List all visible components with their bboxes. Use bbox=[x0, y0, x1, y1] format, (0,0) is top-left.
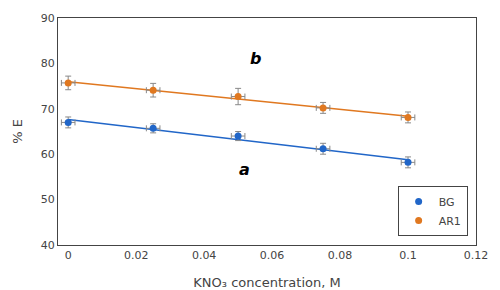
svg-text:b: b bbox=[250, 49, 261, 68]
svg-text:BG: BG bbox=[439, 196, 455, 209]
svg-text:0: 0 bbox=[65, 249, 72, 262]
svg-text:0.06: 0.06 bbox=[260, 249, 285, 262]
svg-text:70: 70 bbox=[41, 103, 55, 116]
svg-text:90: 90 bbox=[41, 12, 55, 25]
svg-text:0.02: 0.02 bbox=[124, 249, 149, 262]
svg-text:% E: % E bbox=[10, 119, 25, 144]
svg-text:0.1: 0.1 bbox=[399, 249, 417, 262]
svg-text:60: 60 bbox=[41, 148, 55, 161]
svg-text:AR1: AR1 bbox=[439, 215, 461, 228]
svg-text:80: 80 bbox=[41, 57, 55, 70]
svg-text:40: 40 bbox=[41, 239, 55, 252]
svg-text:KNO₃ concentration, M: KNO₃ concentration, M bbox=[193, 275, 340, 290]
svg-text:a: a bbox=[239, 160, 250, 179]
svg-text:50: 50 bbox=[41, 193, 55, 206]
svg-text:0.12: 0.12 bbox=[464, 249, 489, 262]
svg-text:0.08: 0.08 bbox=[328, 249, 353, 262]
svg-text:0.04: 0.04 bbox=[192, 249, 217, 262]
